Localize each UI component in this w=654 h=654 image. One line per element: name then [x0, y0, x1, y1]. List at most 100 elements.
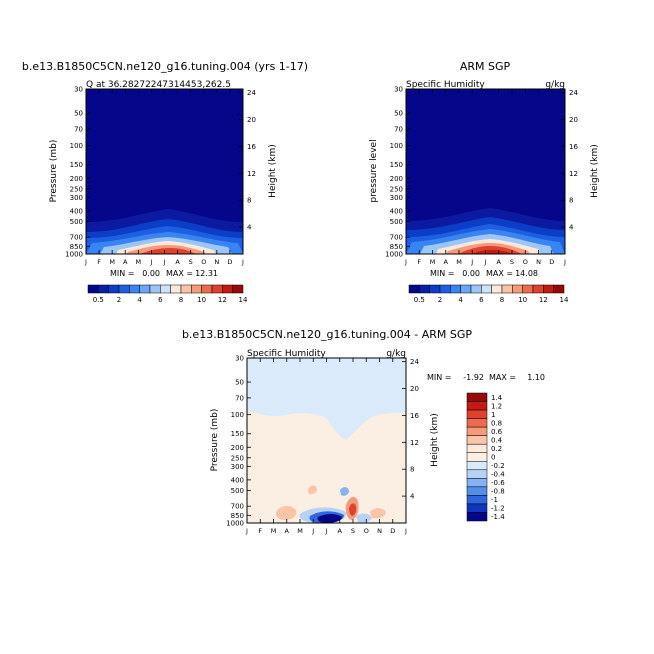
panel-obs-subtitle-left: Specific Humidity [406, 80, 485, 90]
diff-min-label: MIN = [427, 373, 452, 382]
colorbar-label: 8 [500, 296, 504, 304]
panel-model-subtitle-left: Q at 36.28272247314453,262.5 [86, 80, 231, 90]
diff-min-value: -1.92 [463, 373, 484, 382]
y-tick-label: 200 [231, 444, 244, 452]
panel-obs-units: g/kg [545, 80, 565, 90]
height-tick-label: 8 [247, 197, 251, 205]
model-min-label: MIN = [110, 269, 135, 278]
y-tick-label: 50 [235, 379, 244, 387]
model-contour-level-8 [140, 248, 196, 254]
x-tick-label: O [201, 258, 206, 266]
colorbar-swatch [450, 284, 461, 294]
colorbar-swatch [98, 284, 109, 294]
height-tick-label: 24 [569, 89, 578, 97]
colorbar-label: 0.2 [491, 445, 502, 453]
y-tick-label: 400 [390, 207, 403, 215]
colorbar-swatch [180, 284, 192, 294]
colorbar-label: 0.5 [93, 296, 104, 304]
height-tick-label: 12 [410, 439, 419, 447]
colorbar-label: 0.8 [491, 419, 502, 427]
colorbar-label: -0.6 [491, 479, 505, 487]
colorbar-swatch [201, 284, 213, 294]
height-tick-label: 4 [247, 224, 252, 232]
y-tick-label: 30 [394, 86, 403, 94]
y-tick-label: 50 [394, 110, 403, 118]
diff-colorbar: 1.41.210.80.60.40.20-0.2-0.4-0.6-0.8-1-1… [466, 392, 505, 522]
y-tick-label: 500 [231, 487, 244, 495]
y-tick-label: 250 [70, 185, 83, 193]
x-tick-label: J [404, 258, 407, 266]
y-tick-label: 500 [70, 218, 83, 226]
height-tick-label: 8 [410, 466, 414, 474]
x-tick-label: F [258, 527, 262, 535]
y-tick-label: 150 [70, 161, 83, 169]
x-tick-label: O [364, 527, 369, 535]
x-tick-label: N [536, 258, 541, 266]
height-tick-label: 20 [410, 385, 419, 393]
height-tick-label: 24 [247, 89, 256, 97]
obs-right-axis-label: Height (km) [590, 144, 600, 198]
model-max-label: MAX = [166, 269, 193, 278]
y-tick-label: 100 [390, 142, 403, 150]
x-tick-label: J [163, 258, 166, 266]
colorbar-swatch [139, 284, 151, 294]
colorbar-swatch [466, 418, 488, 428]
diff-field-lower [247, 410, 406, 523]
colorbar-label: 12 [218, 296, 227, 304]
colorbar-label: 10 [197, 296, 206, 304]
colorbar-swatch [466, 512, 488, 522]
colorbar-swatch [460, 284, 472, 294]
x-tick-label: S [189, 258, 193, 266]
colorbar-swatch [466, 435, 488, 445]
height-tick-label: 12 [247, 170, 256, 178]
y-tick-label: 150 [390, 161, 403, 169]
x-tick-label: M [297, 527, 303, 535]
y-tick-label: 700 [231, 503, 244, 511]
colorbar-label: 14 [560, 296, 569, 304]
colorbar-label: 6 [479, 296, 484, 304]
model-max-value: 12.31 [195, 269, 218, 278]
colorbar-swatch [129, 284, 140, 294]
model-colorbar: 0.5 2 4 6 8 10 12 14 [87, 284, 248, 304]
colorbar-label: 4 [137, 296, 142, 304]
obs-height-ticks: 24 20 16 12 8 4 [561, 89, 578, 232]
height-tick-label: 8 [569, 197, 573, 205]
colorbar-label: -1.2 [491, 505, 505, 513]
height-tick-label: 4 [410, 493, 415, 501]
colorbar-swatch [466, 392, 488, 402]
x-tick-label: D [390, 527, 395, 535]
colorbar-swatch [466, 401, 488, 411]
diff-max-label: MAX = [489, 373, 516, 382]
x-tick-label: J [484, 258, 487, 266]
colorbar-label: 0 [491, 454, 495, 462]
y-tick-label: 100 [70, 142, 83, 150]
height-tick-label: 4 [569, 224, 574, 232]
panel-diff: b.e13.B1850C5CN.ne120_g16.tuning.004 - A… [182, 328, 545, 535]
diff-positive-patch-5 [370, 508, 386, 519]
obs-max-value: 14.08 [515, 269, 538, 278]
diff-positive-patch-3 [349, 503, 357, 516]
obs-contour-level-9 [472, 250, 512, 254]
colorbar-swatch [429, 284, 441, 294]
height-tick-label: 20 [247, 116, 256, 124]
x-tick-label: F [97, 258, 101, 266]
colorbar-label: 2 [438, 296, 442, 304]
colorbar-label: 1.2 [491, 402, 502, 410]
diff-negative-patch-4 [340, 487, 349, 496]
colorbar-label: 2 [117, 296, 121, 304]
y-tick-label: 30 [235, 355, 244, 363]
obs-min-label: MIN = [430, 269, 455, 278]
panel-model-plot-area [85, 88, 244, 255]
height-tick-label: 16 [569, 143, 578, 151]
panel-model: b.e13.B1850C5CN.ne120_g16.tuning.004 (yr… [22, 60, 308, 304]
x-tick-label: M [109, 258, 115, 266]
y-tick-label: 850 [390, 243, 403, 251]
colorbar-label: 1 [491, 411, 495, 419]
colorbar-swatch [170, 284, 182, 294]
colorbar-label: -1 [491, 496, 498, 504]
